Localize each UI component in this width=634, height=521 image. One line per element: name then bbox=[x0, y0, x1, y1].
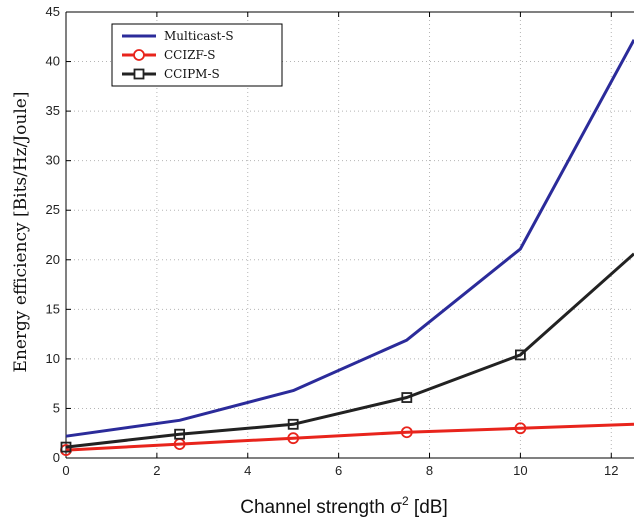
y-tick-label: 15 bbox=[46, 301, 60, 316]
legend-marker-CCIZF-S bbox=[133, 49, 145, 61]
x-tick-label: 8 bbox=[426, 463, 433, 478]
series-line-Multicast-S bbox=[65, 39, 634, 438]
data-point-CCIZF-S bbox=[400, 426, 413, 439]
x-axis-label-unit: [dB] bbox=[409, 497, 448, 518]
x-axis-label-main: Channel strength σ bbox=[240, 497, 402, 518]
data-point-CCIPM-S bbox=[60, 441, 72, 453]
legend-label-Multicast-S: Multicast-S bbox=[164, 29, 234, 43]
x-tick-label: 12 bbox=[604, 463, 618, 478]
x-tick-label: 6 bbox=[335, 463, 342, 478]
y-tick-label: 0 bbox=[53, 450, 60, 465]
data-point-CCIPM-S bbox=[401, 392, 413, 403]
data-point-CCIZF-S bbox=[514, 422, 527, 435]
x-tick-label: 0 bbox=[62, 463, 69, 478]
legend-marker-CCIPM-S bbox=[133, 68, 145, 80]
y-tick-label: 35 bbox=[46, 103, 60, 118]
data-point-CCIZF-S bbox=[287, 432, 300, 445]
data-point-CCIPM-S bbox=[287, 418, 299, 430]
y-axis-label: Energy efficiency [Bits/Hz/Joule] bbox=[11, 92, 31, 373]
y-tick-label: 40 bbox=[46, 54, 60, 69]
legend: Multicast-S CCIZF-S CCIPM-S bbox=[111, 23, 283, 87]
data-point-CCIPM-S bbox=[174, 428, 186, 440]
x-tick-label: 2 bbox=[153, 463, 160, 478]
legend-label-CCIPM-S: CCIPM-S bbox=[164, 67, 220, 81]
y-tick-label: 30 bbox=[46, 153, 60, 168]
y-tick-label: 25 bbox=[46, 202, 60, 217]
x-tick-label: 4 bbox=[244, 463, 251, 478]
data-point-CCIPM-S bbox=[515, 349, 526, 361]
axes: 0 2 4 6 8 10 12 0 5 10 15 20 25 30 35 40 45 bbox=[46, 4, 634, 478]
series-line-CCIZF-S bbox=[65, 422, 634, 452]
y-tick-label: 10 bbox=[46, 351, 60, 366]
y-tick-label: 20 bbox=[46, 252, 60, 267]
x-tick-label: 10 bbox=[513, 463, 527, 478]
grid bbox=[66, 12, 634, 458]
x-axis-label: Channel strength σ2 [dB] bbox=[240, 494, 447, 518]
series-lines bbox=[60, 39, 634, 456]
series-line-CCIPM-S bbox=[65, 252, 634, 449]
y-tick-label: 45 bbox=[46, 4, 60, 19]
y-tick-label: 5 bbox=[53, 400, 60, 415]
x-axis-label-sup: 2 bbox=[402, 494, 409, 508]
legend-label-CCIZF-S: CCIZF-S bbox=[164, 48, 216, 62]
